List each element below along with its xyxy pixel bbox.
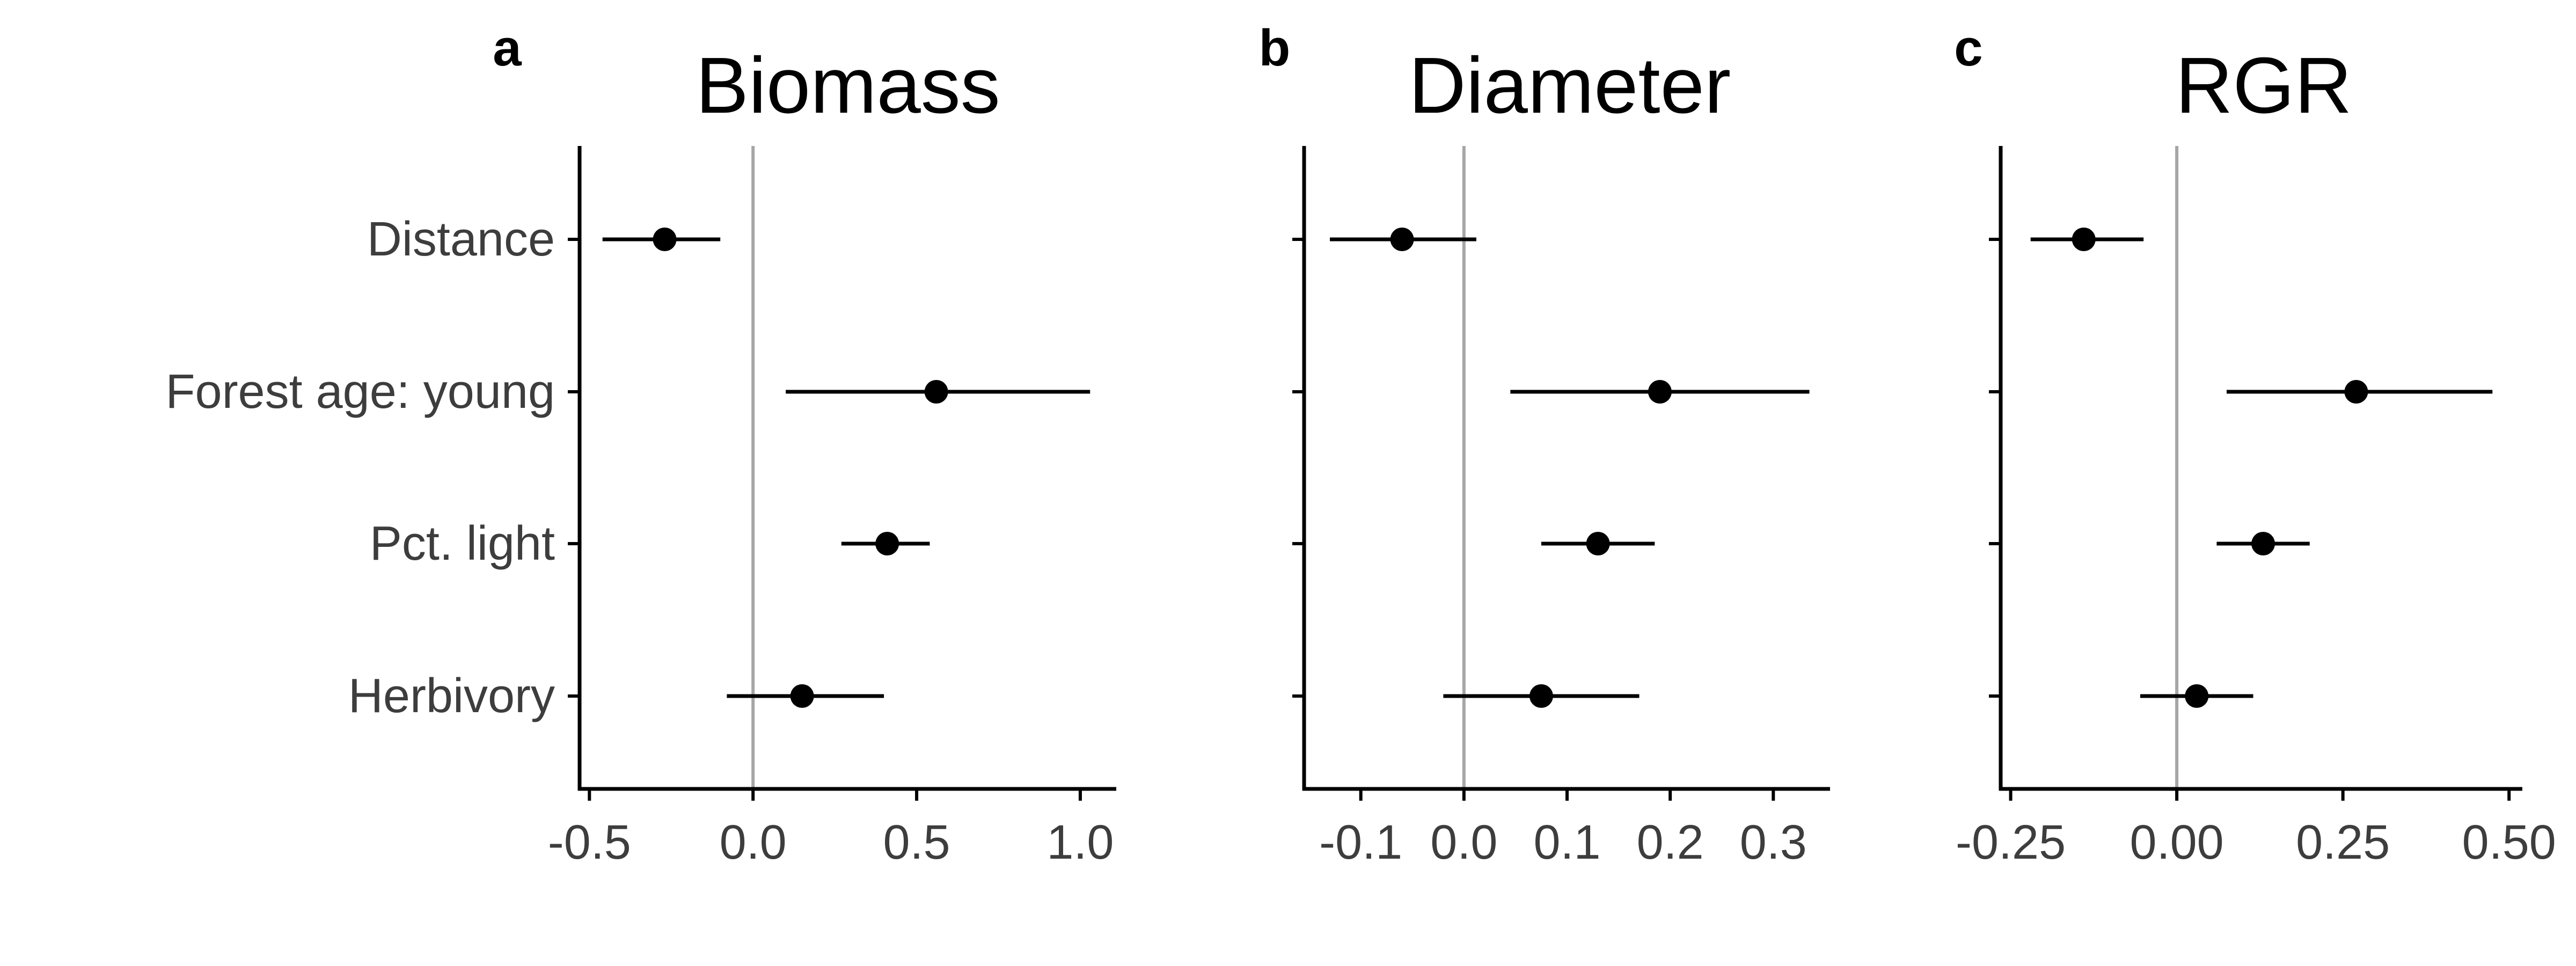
panel-c: c RGR -0.25 0.00 0.25 0.50: [1954, 19, 2556, 869]
x-tick-label-2: 0.25: [2296, 816, 2390, 869]
x-tick-label-0: -0.25: [1956, 816, 2066, 869]
x-tick-label-3: 0.2: [1637, 816, 1704, 869]
estimate-point-3: [1529, 684, 1553, 708]
x-tick-label-0: -0.5: [548, 816, 631, 869]
estimate-point-2: [1586, 532, 1610, 555]
panel-letter-a: a: [493, 19, 522, 77]
estimate-point-0: [1390, 228, 1414, 251]
panel-letter-c: c: [1954, 19, 1982, 77]
category-label-distance: Distance: [367, 213, 555, 266]
x-tick-label-0: -0.1: [1319, 816, 1402, 869]
estimate-point-1: [2344, 380, 2368, 404]
x-tick-label-3: 0.50: [2462, 816, 2556, 869]
x-tick-label-3: 1.0: [1046, 816, 1114, 869]
x-tick-label-2: 0.1: [1533, 816, 1600, 869]
panels: a Biomass -0.5 0.0 0.5 1.0 b Diameter -0.1 0.0 0.1…: [493, 19, 2556, 869]
estimate-point-0: [653, 228, 677, 251]
x-tick-label-1: 0.0: [720, 816, 787, 869]
category-labels: Distance Forest age: young Pct. light He…: [166, 213, 555, 723]
panel-b: b Diameter -0.1 0.0 0.1 0.2 0.3: [1259, 19, 1830, 869]
panel-title-c: RGR: [2176, 41, 2352, 130]
estimate-point-2: [2251, 532, 2275, 555]
panel-title-b: Diameter: [1409, 41, 1731, 130]
estimate-point-1: [1648, 380, 1672, 404]
x-tick-label-4: 0.3: [1740, 816, 1807, 869]
x-tick-label-1: 0.00: [2130, 816, 2224, 869]
panel-title-a: Biomass: [696, 41, 1000, 130]
x-tick-label-2: 0.5: [883, 816, 950, 869]
x-tick-label-1: 0.0: [1430, 816, 1497, 869]
category-label-forest-age: Forest age: young: [166, 365, 555, 419]
estimate-point-2: [875, 532, 899, 555]
estimate-point-3: [2185, 684, 2209, 708]
panel-a: a Biomass -0.5 0.0 0.5 1.0: [493, 19, 1116, 869]
panel-letter-b: b: [1259, 19, 1291, 77]
estimate-point-0: [2072, 228, 2096, 251]
category-label-pct-light: Pct. light: [370, 517, 555, 570]
estimate-point-3: [790, 684, 814, 708]
estimate-point-1: [924, 380, 948, 404]
category-label-herbivory: Herbivory: [348, 669, 555, 723]
